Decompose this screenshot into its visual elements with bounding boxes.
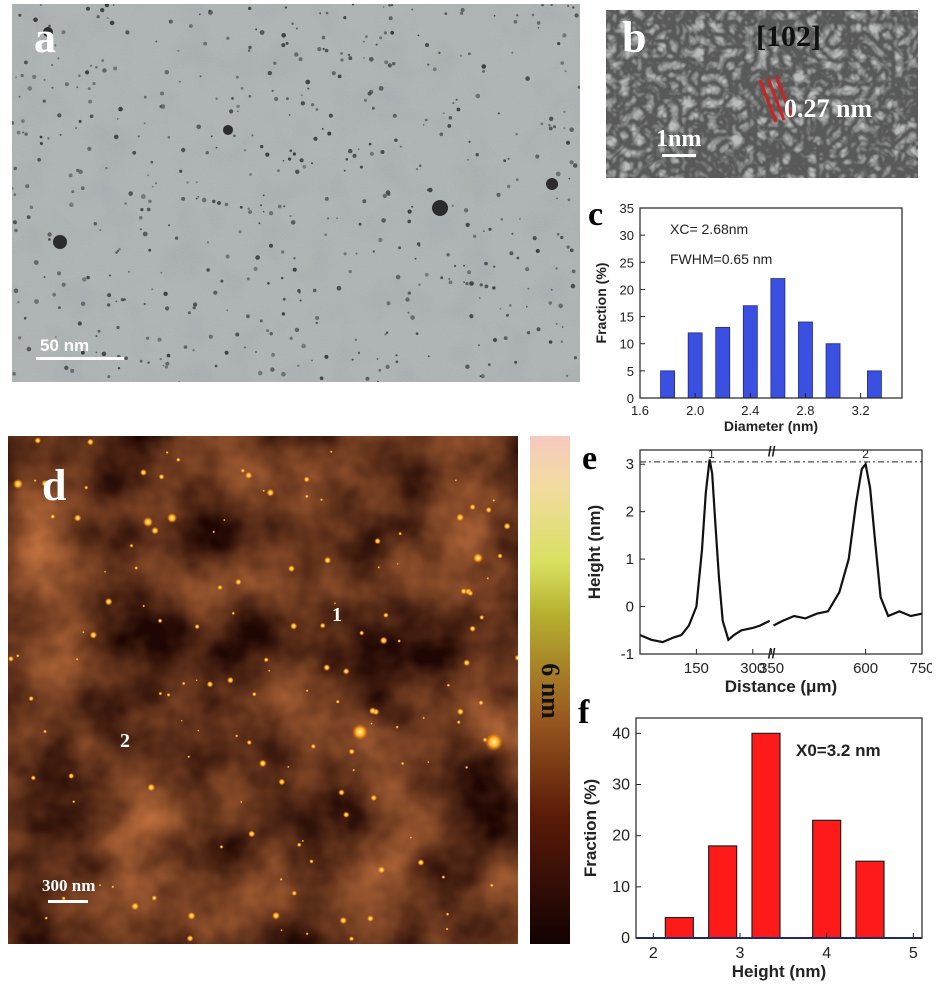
x-tick-label: 2.8 xyxy=(796,403,814,418)
scale-bar-b xyxy=(662,154,696,157)
x-axis-label: Height (nm) xyxy=(732,962,826,981)
panel-letter-b: b xyxy=(622,13,647,62)
y-tick-label: 10 xyxy=(620,337,634,352)
x-tick-label: 300 xyxy=(740,660,765,677)
y-axis-label: Fraction (%) xyxy=(593,263,609,344)
y-tick-label: 20 xyxy=(612,828,630,845)
tem-micrograph xyxy=(10,3,581,383)
y-axis-label: Height (nm) xyxy=(586,505,604,599)
annotation-xc: XC= 2.68nm xyxy=(670,221,748,237)
x-tick-label: 600 xyxy=(853,660,878,677)
scale-label-b: 1nm xyxy=(656,126,702,152)
x-tick-label: 4 xyxy=(822,945,831,962)
x-tick-label: 3 xyxy=(736,945,745,962)
afm-point-1: 1 xyxy=(332,604,342,626)
afm-micrograph xyxy=(8,436,521,944)
y-tick-label: 1 xyxy=(626,551,634,568)
axis-break-top: // xyxy=(768,443,776,459)
panel-letter-c: c xyxy=(588,196,604,233)
panel-letter-e: e xyxy=(582,440,598,477)
x-tick-label: 1.6 xyxy=(631,403,649,418)
y-tick-label: 15 xyxy=(620,310,634,325)
y-tick-label: 20 xyxy=(620,282,634,297)
chart-f: 0 10 20 30 40 2 3 4 5 Height (nm) Fraction (%) X0=3… xyxy=(581,717,923,981)
chart-c: 0 5 10 15 20 25 30 35 1.6 2.0 2.4 2.8 3.2 Diameter (n… xyxy=(593,201,903,434)
x-tick-label: 350 xyxy=(759,660,784,677)
bar-f xyxy=(855,860,885,939)
x-tick-label: 750 xyxy=(909,660,932,677)
y-tick-label: 5 xyxy=(627,364,634,379)
plot-frame xyxy=(639,449,923,655)
afm-colorbar xyxy=(530,436,570,944)
tem-image-panel: a 50 nm xyxy=(10,3,581,383)
plane-label: [102] xyxy=(756,20,821,53)
hrtem-micrograph xyxy=(606,10,918,178)
y-tick-label: 30 xyxy=(620,228,634,243)
colorbar-label: 6 nm xyxy=(536,663,565,719)
annotation-x0: X0=3.2 nm xyxy=(796,741,881,760)
x-axis-label: Diameter (nm) xyxy=(724,418,818,434)
y-tick-label: 25 xyxy=(620,255,634,270)
bar-c xyxy=(715,327,731,399)
plot-frame xyxy=(639,207,903,399)
scale-label-a: 50 nm xyxy=(40,336,90,355)
x-tick-label: 2 xyxy=(649,945,658,962)
y-tick-label: 0 xyxy=(621,930,630,947)
peak-label-2: 2 xyxy=(862,447,869,461)
spacing-label: 0.27 nm xyxy=(784,94,873,123)
lattice-fringe-lines xyxy=(758,75,794,123)
profile-line-1 xyxy=(639,459,771,644)
bar-f xyxy=(812,819,842,939)
scale-bar-d xyxy=(48,900,88,903)
y-tick-label: 0 xyxy=(626,599,634,616)
x-axis-label: Distance (μm) xyxy=(725,677,837,696)
bar-c xyxy=(660,370,675,399)
x-tick-label: 150 xyxy=(684,660,709,677)
bar-c xyxy=(687,332,703,399)
y-tick-label: 0 xyxy=(627,391,634,406)
bar-f xyxy=(708,845,738,939)
bar-f xyxy=(751,732,781,939)
y-tick-label: 10 xyxy=(612,879,630,896)
y-tick-label: 30 xyxy=(612,777,630,794)
afm-point-2: 2 xyxy=(120,730,130,752)
scale-bar-a xyxy=(36,357,124,360)
bar-c xyxy=(825,343,841,399)
afm-image-panel: d 1 2 300 nm xyxy=(8,436,521,944)
peak-label-1: 1 xyxy=(708,447,715,461)
bar-f xyxy=(664,916,694,939)
y-tick-label: 40 xyxy=(612,725,630,742)
plot-frame xyxy=(635,717,923,939)
bar-c xyxy=(742,305,758,399)
bar-c xyxy=(798,321,813,399)
profile-line-2 xyxy=(773,461,923,627)
panel-letter-a: a xyxy=(34,13,56,62)
bar-c xyxy=(867,370,882,399)
x-tick-label: 2.0 xyxy=(686,403,704,418)
y-tick-label: 2 xyxy=(626,504,634,521)
x-tick-label: 2.4 xyxy=(741,403,759,418)
annotation-fwhm: FWHM=0.65 nm xyxy=(670,251,772,267)
y-tick-label: -1 xyxy=(621,646,634,663)
scale-label-d: 300 nm xyxy=(42,876,96,895)
bar-c xyxy=(770,278,786,399)
y-axis-label: Fraction (%) xyxy=(581,779,600,877)
axis-break-bottom: // xyxy=(768,645,776,661)
y-tick-label: 3 xyxy=(626,456,634,473)
x-tick-label: 5 xyxy=(909,945,918,962)
hrtem-image-panel: b [102] 0.27 nm 1nm xyxy=(606,10,918,178)
panel-letter-f: f xyxy=(578,694,590,731)
x-tick-label: 3.2 xyxy=(852,403,870,418)
panel-letter-d: d xyxy=(42,461,67,510)
y-tick-label: 35 xyxy=(620,201,634,216)
